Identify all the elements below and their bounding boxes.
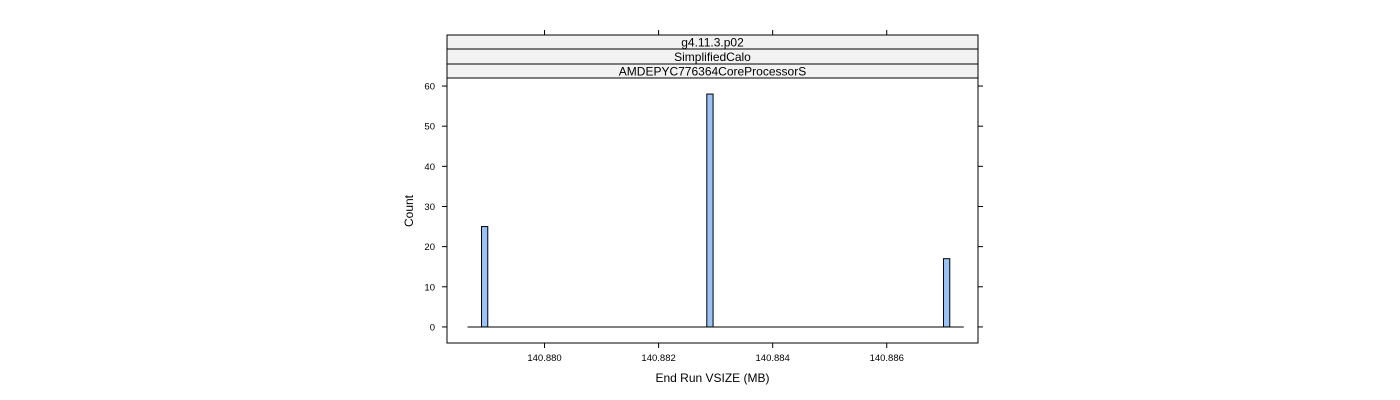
strip-label-3: AMDEPYC776364CoreProcessorS <box>619 65 806 79</box>
histogram-bar-1 <box>706 93 714 328</box>
strip-label-2: SimplifiedCalo <box>674 50 751 64</box>
y-tick-label-3: 30 <box>424 202 435 213</box>
x-tick-label-2: 140.884 <box>756 353 790 364</box>
y-tick-label-4: 40 <box>424 162 435 173</box>
axis-ticks: 140.880 140.882 140.884 140.886 0 10 20 30 40 50 6… <box>424 30 983 364</box>
strip-label-1: g4.11.3.p02 <box>681 36 744 50</box>
y-tick-label-1: 10 <box>424 282 435 293</box>
x-tick-label-3: 140.886 <box>870 353 904 364</box>
plot-panel <box>446 77 979 344</box>
x-tick-label-1: 140.882 <box>641 353 675 364</box>
x-axis-label: End Run VSIZE (MB) <box>655 371 769 385</box>
y-tick-label-5: 50 <box>424 122 435 133</box>
histogram-bar-2 <box>942 258 951 328</box>
histogram-bars <box>467 93 964 328</box>
y-tick-label-0: 0 <box>430 322 435 333</box>
histogram-bar-0 <box>481 226 489 328</box>
y-tick-label-2: 20 <box>424 242 435 253</box>
y-tick-label-6: 60 <box>424 82 435 93</box>
y-axis-label: Count <box>402 194 416 227</box>
x-tick-label-0: 140.880 <box>527 353 561 364</box>
